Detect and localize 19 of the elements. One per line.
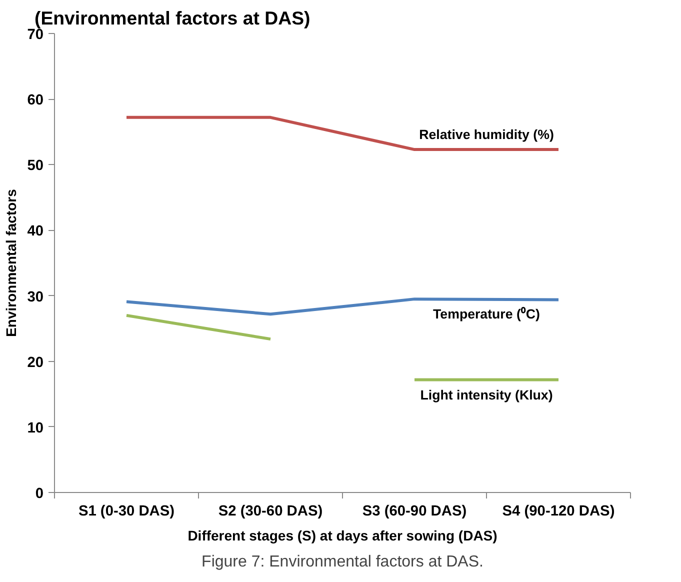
y-tick-label: 20: [27, 354, 44, 371]
x-tick-label: S1 (0-30 DAS): [78, 504, 175, 520]
x-axis-title: Different stages (S) at days after sowing (DAS): [188, 528, 498, 544]
y-tick-label: 40: [27, 224, 44, 240]
y-tick-label: 10: [27, 420, 44, 436]
x-tick-label: S2 (30-60 DAS): [218, 504, 323, 520]
y-tick-label: 0: [35, 486, 44, 502]
series-label: Relative humidity (%): [419, 126, 554, 142]
x-tick-label: S3 (60-90 DAS): [362, 504, 467, 520]
chart-title: (Environmental factors at DAS): [34, 8, 310, 28]
caption: Figure 7: Environmental factors at DAS.: [202, 554, 484, 570]
y-tick-label: 60: [27, 92, 44, 109]
series-label: Light intensity (Klux): [420, 387, 553, 402]
series-label: Temperature (⁰C): [433, 306, 540, 322]
y-tick-label: 50: [27, 158, 44, 174]
y-tick-label: 30: [27, 289, 44, 306]
x-tick-label: S4 (90-120 DAS): [502, 504, 615, 520]
y-tick-label: 70: [27, 27, 44, 43]
y-axis-title: Environmental factors: [3, 188, 20, 337]
